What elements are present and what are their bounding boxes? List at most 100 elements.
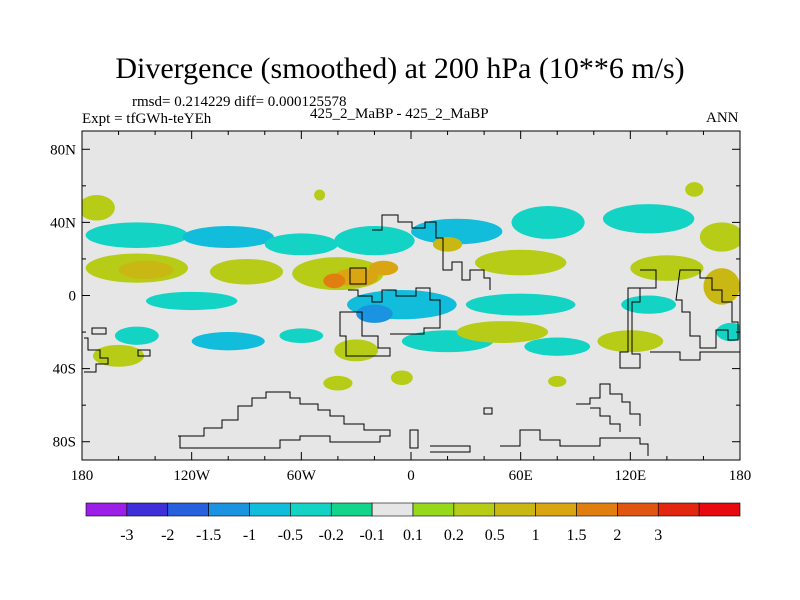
contour-region-28 — [191, 332, 265, 351]
contour-region-12 — [118, 260, 174, 280]
chart-title: Divergence (smoothed) at 200 hPa (10**6 … — [115, 52, 685, 85]
season-label: ANN — [706, 110, 739, 126]
colorbar-swatch-7 — [371, 502, 414, 517]
contour-region-8 — [685, 182, 704, 197]
contour-region-9 — [699, 222, 740, 252]
colorbar-swatch-14 — [657, 502, 700, 517]
colorbar-label-11: 1.5 — [567, 527, 587, 544]
x-tick-label-2: 60W — [287, 468, 317, 484]
colorbar-label-8: 0.2 — [444, 527, 464, 544]
colorbar-swatch-9 — [453, 502, 496, 517]
expt-label: Expt = tfGWh-teYEh — [82, 111, 212, 127]
coastline-0 — [372, 214, 491, 290]
contour-region-20 — [703, 268, 740, 305]
contour-region-22 — [145, 291, 238, 311]
coastline-13 — [483, 407, 493, 415]
x-tick-label-1: 120W — [173, 468, 211, 484]
contour-region-7 — [602, 204, 695, 234]
contour-region-19 — [630, 255, 704, 281]
coastline-5 — [675, 269, 739, 349]
case-label: 425_2_MaBP - 425_2_MaBP — [310, 106, 489, 122]
colorbar-swatch-2 — [167, 502, 209, 517]
colorbar-swatch-8 — [412, 502, 455, 517]
x-tick-label-4: 60E — [509, 468, 533, 484]
colorbar-label-2: -1.5 — [196, 527, 221, 544]
colorbar-swatch-13 — [617, 502, 659, 517]
coastline-15 — [576, 383, 641, 426]
colorbar-swatch-10 — [494, 502, 536, 517]
colorbar-label-13: 3 — [654, 527, 662, 544]
contour-region-3 — [264, 233, 338, 256]
colorbar-swatch-12 — [576, 502, 618, 517]
coastline-3 — [339, 311, 391, 357]
contour-region-38 — [390, 370, 413, 386]
stats-label: rmsd= 0.214229 diff= 0.000125578 — [132, 94, 347, 110]
colorbar-swatch-15 — [698, 502, 741, 517]
contour-region-0 — [82, 194, 115, 221]
colorbar-label-0: -3 — [120, 527, 133, 544]
colorbar-swatch-6 — [330, 502, 373, 517]
colorbar-label-4: -0.5 — [278, 527, 303, 544]
coastline-12 — [430, 445, 471, 453]
x-tick-label-0: 180 — [71, 468, 94, 484]
coastline-8 — [91, 327, 107, 335]
contour-region-6 — [511, 205, 585, 239]
y-tick-label-4: 80S — [53, 435, 76, 451]
colorbar-swatch-11 — [535, 502, 577, 517]
x-tick-label-5: 120E — [614, 468, 646, 484]
coastline-6 — [650, 351, 740, 361]
contour-region-17 — [368, 260, 399, 276]
contour-region-18 — [474, 249, 567, 276]
contour-region-34 — [334, 339, 379, 362]
colorbar-swatch-3 — [208, 502, 250, 517]
y-tick-label-3: 40S — [53, 362, 76, 378]
y-tick-label-2: 0 — [69, 289, 77, 305]
coastline-1 — [348, 287, 441, 335]
contour-region-25 — [465, 293, 576, 316]
x-tick-label-6: 180 — [729, 468, 752, 484]
contour-region-4 — [334, 226, 415, 256]
colorbar-label-3: -1 — [243, 527, 256, 544]
contour-region-13 — [209, 258, 284, 285]
coastline-7 — [84, 337, 109, 373]
x-tick-label-3: 0 — [407, 468, 415, 484]
colorbar-swatch-1 — [126, 502, 169, 517]
contour-region-39 — [548, 375, 567, 387]
contour-region-24 — [356, 304, 393, 323]
colorbar-label-7: 0.1 — [403, 527, 423, 544]
contour-region-27 — [114, 326, 159, 345]
colorbar-label-9: 0.5 — [485, 527, 505, 544]
contour-region-2 — [182, 226, 274, 248]
contour-region-36 — [597, 330, 664, 353]
colorbar-swatch-5 — [290, 502, 332, 517]
colorbar-label-6: -0.1 — [359, 527, 384, 544]
contour-region-10 — [314, 189, 326, 201]
colorbar-swatch-4 — [249, 502, 291, 517]
colorbar-label-5: -0.2 — [319, 527, 344, 544]
coastline-14 — [500, 429, 649, 456]
contour-region-26 — [621, 295, 677, 314]
colorbar-label-1: -2 — [161, 527, 174, 544]
contour-region-37 — [323, 375, 353, 391]
contour-region-5 — [411, 218, 503, 245]
colorbar-label-10: 1 — [532, 527, 540, 544]
contour-region-29 — [279, 328, 324, 344]
coastline-2 — [349, 267, 367, 285]
coastline-10 — [178, 391, 391, 449]
coastline-11 — [409, 429, 419, 449]
y-tick-label-0: 80N — [50, 142, 76, 158]
contour-region-21 — [432, 237, 463, 252]
coastline-16 — [590, 407, 621, 432]
coastline-9 — [137, 349, 151, 357]
y-tick-label-1: 40N — [50, 215, 76, 231]
contour-region-1 — [85, 222, 189, 248]
contour-region-32 — [716, 322, 740, 342]
colorbar-swatch-0 — [85, 502, 128, 517]
coastline-4 — [619, 269, 657, 369]
contour-region-16 — [323, 273, 346, 289]
colorbar-label-12: 2 — [613, 527, 621, 544]
contour-region-35 — [456, 321, 549, 344]
contour-region-33 — [92, 344, 145, 367]
contour-region-31 — [524, 337, 591, 356]
